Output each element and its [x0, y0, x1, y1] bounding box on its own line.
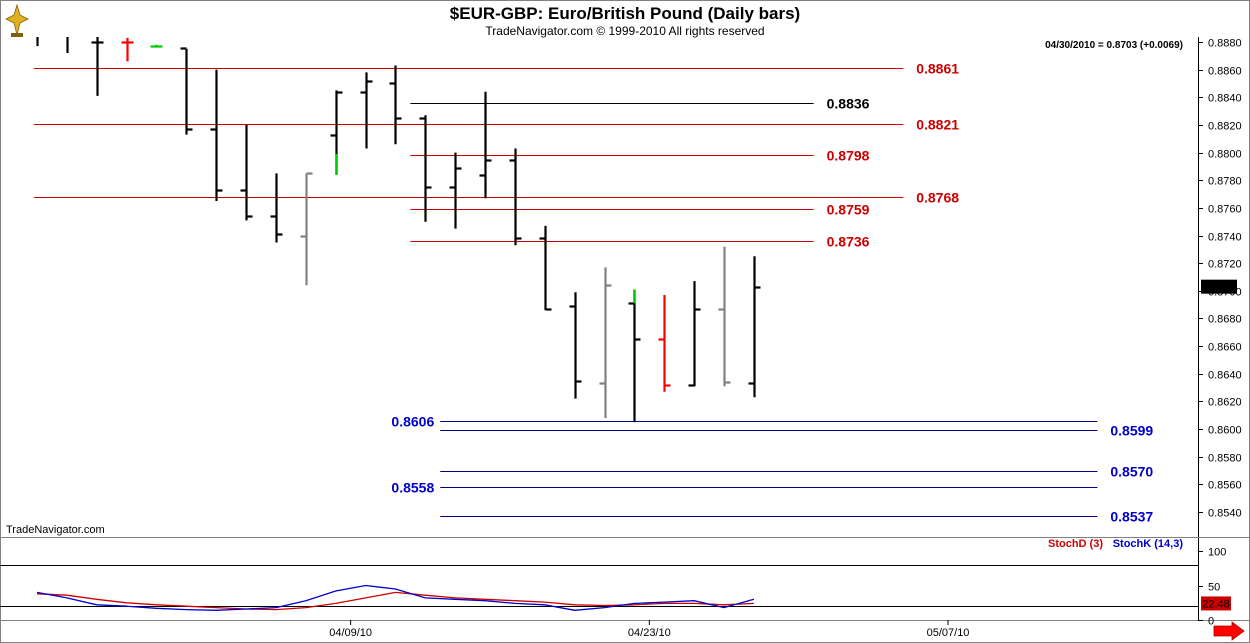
time-axis: 04/09/10 04/23/10 05/07/10: [329, 620, 969, 639]
level-label: 0.8570: [1110, 464, 1153, 480]
ohlc-bar: [360, 72, 373, 149]
stoch-tick-label: 100: [1208, 547, 1226, 559]
price-axis: 0.8880 0.8860 0.8840 0.8820 0.8800 0.8780 0.87…: [1198, 38, 1242, 520]
date-tick-label: 04/09/10: [329, 627, 372, 639]
stoch-tick-label: 50: [1208, 582, 1220, 594]
ohlc-bar: [270, 173, 283, 243]
levels-layer: 0.8861 0.8836 0.8821 0.8798 0.8768 0.8759 0.87…: [34, 61, 1153, 525]
level-label: 0.8537: [1110, 509, 1153, 525]
ohlc-bar: [539, 225, 552, 311]
level-label: 0.8606: [391, 414, 434, 430]
level-label: 0.8599: [1110, 423, 1153, 439]
ohlc-bar: [599, 267, 612, 418]
price-tick-label: 0.8640: [1208, 370, 1242, 382]
price-tick-label: 0.8600: [1208, 425, 1242, 437]
price-tick-label: 0.8620: [1208, 397, 1242, 409]
ohlc-bar: [66, 37, 69, 54]
stoch-series-line: [36, 584, 755, 611]
ohlc-bar: [240, 124, 253, 221]
ohlc-bar: [569, 292, 582, 399]
stoch-series-line: [36, 591, 754, 611]
ohlc-bar: [180, 47, 193, 135]
last-price-box: [1201, 279, 1237, 294]
ohlc-bar: [688, 281, 701, 387]
ohlc-bar: [658, 294, 671, 392]
watermark: TradeNavigator.com: [6, 524, 105, 536]
ohlc-bar: [718, 246, 731, 387]
price-tick-label: 0.8780: [1208, 176, 1242, 188]
level-label: 0.8558: [391, 480, 434, 496]
ohlc-bar: [479, 91, 492, 199]
price-tick-label: 0.8880: [1208, 38, 1242, 50]
stoch-tick-label: 0: [1208, 616, 1214, 628]
bars-layer: [36, 37, 761, 423]
price-tick-label: 0.8660: [1208, 342, 1242, 354]
ohlc-bar: [210, 69, 223, 201]
ohlc-bar: [509, 148, 522, 246]
ohlc-bar: [150, 44, 163, 48]
level-label: 0.8861: [916, 61, 959, 77]
price-tick-label: 0.8580: [1208, 453, 1242, 465]
ohlc-bar: [419, 115, 432, 222]
legend-stochd: StochD (3): [1048, 538, 1103, 550]
price-tick-label: 0.8840: [1208, 93, 1242, 105]
last-price-label: 0.8703: [1202, 282, 1236, 294]
price-tick-label: 0.8820: [1208, 121, 1242, 133]
scroll-right-arrow-icon[interactable]: [1213, 621, 1245, 641]
trade-navigator-logo-icon: [5, 3, 29, 37]
date-tick-label: 04/23/10: [628, 627, 671, 639]
last-quote: 04/30/2010 = 0.8703 (+0.0069): [1045, 40, 1183, 51]
ohlc-bar: [121, 37, 134, 62]
price-tick-label: 0.8720: [1208, 259, 1242, 271]
stoch-last-box: [1201, 596, 1231, 611]
ohlc-bar: [91, 37, 104, 96]
level-label: 0.8768: [916, 190, 959, 206]
level-label: 0.8798: [827, 148, 870, 164]
level-label: 0.8836: [827, 96, 870, 112]
price-tick-label: 0.8800: [1208, 149, 1242, 161]
ohlc-bar: [389, 65, 402, 145]
level-label: 0.8759: [827, 202, 870, 218]
price-tick-label: 0.8540: [1208, 508, 1242, 520]
chart-title: $EUR-GBP: Euro/British Pound (Daily bars…: [450, 4, 800, 23]
legend-stochk: StochK (14,3): [1113, 538, 1184, 550]
copyright-notice: TradeNavigator.com © 1999-2010 All right…: [485, 24, 764, 38]
ohlc-bar: [300, 172, 313, 286]
price-tick-label: 0.8560: [1208, 480, 1242, 492]
stochastic-panel: 100 50 0 22.48: [0, 547, 1231, 628]
date-tick-label: 05/07/10: [927, 627, 970, 639]
level-label: 0.8736: [827, 234, 870, 250]
price-tick-label: 0.8760: [1208, 204, 1242, 216]
ohlc-bar: [36, 37, 39, 47]
level-label: 0.8821: [916, 117, 959, 133]
price-tick-label: 0.8680: [1208, 314, 1242, 326]
price-tick-label: 0.8740: [1208, 232, 1242, 244]
stoch-last-label: 22.48: [1202, 598, 1230, 610]
ohlc-bar: [628, 289, 641, 423]
ohlc-bar: [748, 256, 761, 398]
price-tick-label: 0.8860: [1208, 66, 1242, 78]
ohlc-bar: [449, 152, 462, 229]
